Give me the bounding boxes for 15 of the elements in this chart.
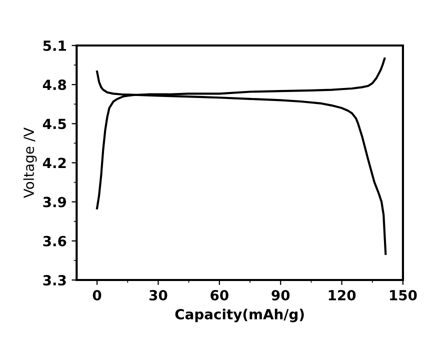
y-tick-label: 4.8 — [42, 80, 66, 90]
y-tick-label: 3.9 — [43, 196, 66, 208]
y-tick-label: 4.5 — [42, 118, 66, 130]
y-tick-label: 3.6 — [43, 236, 66, 246]
y-tick-label: 5.1 — [43, 40, 66, 51]
x-tick-label: 0 — [92, 290, 102, 300]
x-tick-label: 150 — [390, 290, 417, 300]
x-tick-label: 120 — [328, 290, 356, 300]
y-tick-label: 3.3 — [43, 274, 66, 286]
x-tick-label: 90 — [272, 290, 290, 300]
x-tick-label: 60 — [210, 290, 228, 300]
y-tick-label: 4.2 — [42, 158, 66, 168]
y-axis-title: Voltage /V — [23, 128, 37, 198]
x-axis-title: Capacity(mAh/g) — [175, 308, 304, 322]
x-tick-label: 30 — [149, 290, 168, 300]
